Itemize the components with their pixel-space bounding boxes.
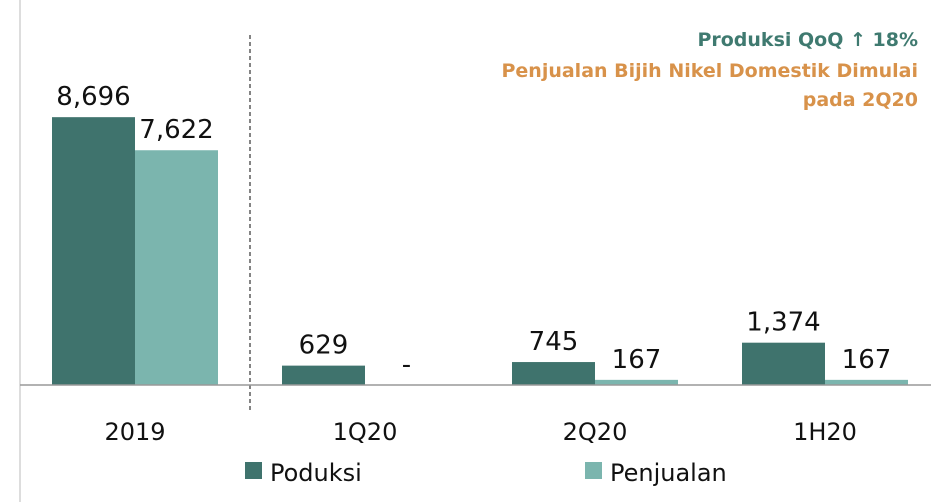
value-label: 745 [529,327,579,357]
value-label: 629 [299,331,349,361]
annotation: pada 2Q20 [803,89,918,111]
x-tick-label: 1Q20 [333,418,398,446]
value-label: 8,696 [56,82,130,112]
value-label: 167 [842,345,892,375]
value-label: 1,374 [746,308,820,338]
bar [512,362,595,385]
bar [742,342,825,385]
bar [52,117,135,385]
annotation: Penjualan Bijih Nikel Domestik Dimulai [501,60,918,82]
value-label: 167 [612,345,662,375]
x-tick-label: 2Q20 [563,418,628,446]
legend-label: Penjualan [610,459,727,487]
x-tick-label: 1H20 [793,418,857,446]
bar [282,365,365,385]
bar [595,379,678,385]
legend-swatch [585,462,602,479]
annotation: Produksi QoQ ↑ 18% [697,29,918,51]
x-tick-label: 2019 [104,418,165,446]
value-label: 7,622 [139,115,213,145]
legend-label: Poduksi [270,459,362,487]
bar [135,150,218,385]
bar [825,379,908,385]
legend-swatch [245,462,262,479]
value-label: - [402,350,411,380]
